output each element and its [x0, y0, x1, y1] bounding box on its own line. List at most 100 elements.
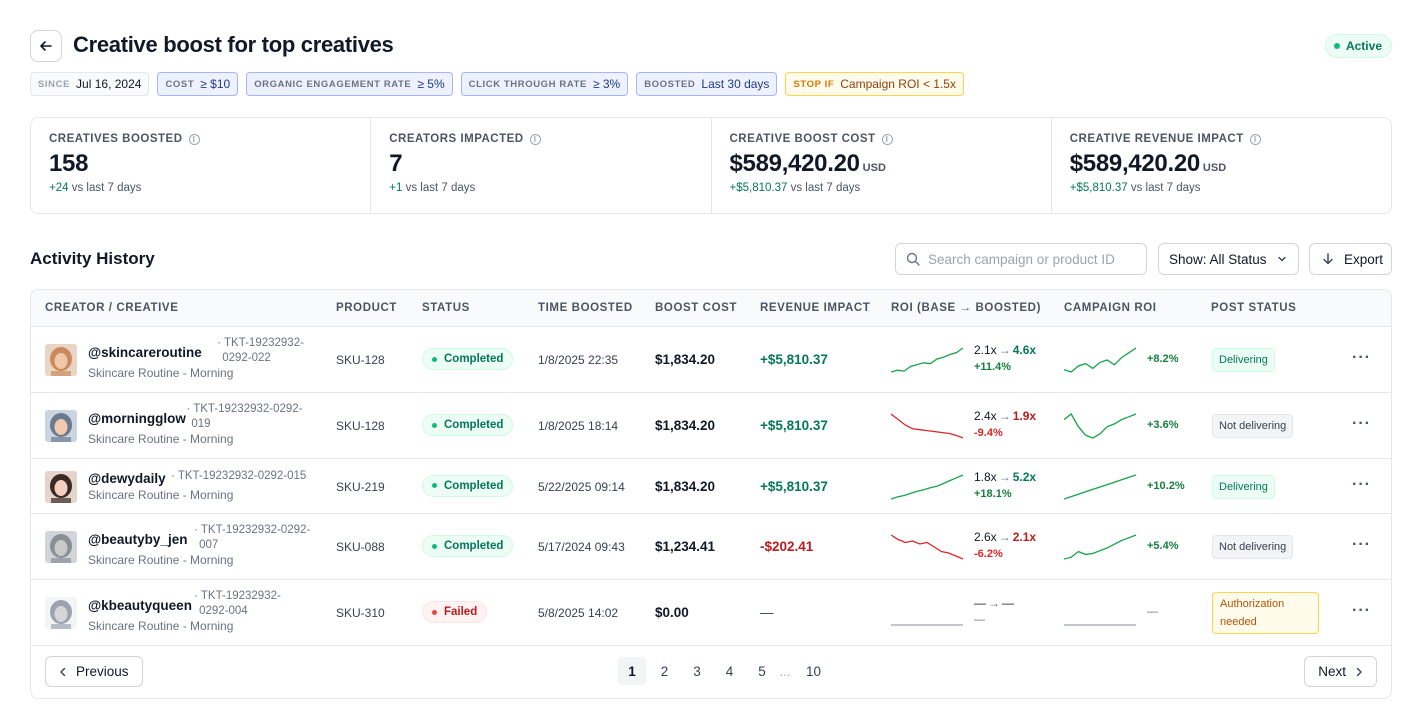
table-row[interactable]: @skincareroutine · TKT-19232932- 0292-022 S…	[31, 327, 1391, 393]
creative-subtitle: Skincare Routine - Morning	[88, 366, 234, 380]
status-dot-icon	[432, 356, 437, 362]
info-icon[interactable]: i	[1249, 133, 1261, 145]
back-button[interactable]	[30, 30, 62, 62]
roi-delta: +18.1%	[974, 487, 1012, 500]
sparkline	[890, 347, 964, 373]
revenue-impact: +$5,810.37	[760, 418, 828, 433]
sparkline-path	[890, 347, 964, 373]
stat-value: $589,420.20 USD	[1070, 150, 1373, 178]
campaign-roi-value: +10.2%	[1147, 479, 1185, 492]
column-header: PRODUCT	[336, 302, 398, 314]
table-row[interactable]: @dewydaily · TKT-19232932-0292-015 Skincar…	[31, 459, 1391, 514]
more-options-icon[interactable]: ···	[1352, 536, 1371, 553]
status-filter-select[interactable]: Show: All Status	[1158, 243, 1299, 275]
page-header: Creative boost for top creatives Active	[30, 29, 1392, 62]
stat-value-number: 7	[389, 150, 403, 177]
info-icon[interactable]: i	[529, 133, 541, 145]
campaign-roi-sparkline	[1063, 346, 1137, 379]
chip-value: Last 30 days	[701, 77, 770, 91]
filter-chip: STOP IF Campaign ROI < 1.5x	[785, 72, 964, 96]
sparkline-path	[1063, 534, 1137, 560]
search-icon	[906, 252, 920, 266]
campaign-roi-value: —	[1147, 606, 1158, 618]
chevron-down-icon	[1277, 256, 1286, 262]
page-number-button[interactable]: 3	[693, 663, 701, 679]
page-number-button[interactable]: 4	[725, 663, 734, 679]
roi-sparkline	[890, 346, 964, 379]
ticket-id-cont: 019	[191, 418, 211, 430]
column-header: TIME BOOSTED	[538, 302, 633, 314]
table-body: @skincareroutine · TKT-19232932- 0292-022 S…	[31, 327, 1391, 646]
creator-handle[interactable]: @dewydaily	[88, 470, 166, 486]
stat-label-text: CREATIVES BOOSTED	[49, 133, 183, 145]
creator-handle[interactable]: @skincareroutine	[88, 345, 202, 360]
roi-base: 2.4x	[974, 409, 997, 423]
creator-handle[interactable]: @morningglow	[88, 411, 186, 426]
stat-delta-suffix: vs last 7 days	[71, 182, 142, 194]
ticket-id-cont: 0292-022	[222, 352, 271, 364]
table-row[interactable]: @morningglow · TKT-19232932-0292- 019 Skinc…	[31, 393, 1391, 459]
post-status-badge: Not delivering	[1212, 535, 1294, 559]
roi-delta: +11.4%	[974, 361, 1012, 373]
arrow-right-icon: →	[998, 469, 1011, 484]
column-header: ROI (BASE → BOOSTED)	[891, 302, 1042, 314]
product-sku: SKU-128	[336, 353, 385, 367]
more-options-icon[interactable]: ···	[1352, 475, 1371, 493]
campaign-roi-sparkline	[1063, 533, 1137, 566]
stat-value-number: 158	[49, 150, 89, 177]
stat-value: $589,420.20 USD	[730, 150, 1033, 178]
roi-values: 2.6x → 2.1x	[974, 530, 1036, 544]
stat-delta: +1 vs last 7 days	[389, 182, 692, 194]
stat-label-text: CREATIVE REVENUE IMPACT	[1069, 133, 1244, 145]
creative-subtitle: Skincare Routine - Morning	[88, 487, 234, 502]
page-number-button[interactable]: 2	[660, 663, 669, 679]
creator-handle[interactable]: @kbeautyqueen	[88, 598, 192, 613]
stat-label-text: CREATORS IMPACTED	[389, 133, 524, 145]
status-dot-icon	[432, 483, 437, 488]
search-box[interactable]	[895, 243, 1147, 275]
more-options-icon[interactable]: ···	[1352, 415, 1371, 432]
chip-value: Jul 16, 2024	[76, 77, 142, 91]
arrow-right-icon: →	[998, 343, 1011, 357]
product-sku: SKU-219	[336, 479, 385, 494]
chip-key: SINCE	[38, 78, 71, 90]
more-options-icon[interactable]: ···	[1352, 602, 1371, 619]
search-input[interactable]	[928, 251, 1128, 267]
roi-base: 2.6x	[974, 530, 997, 544]
roi-delta: —	[974, 614, 985, 626]
status-pill: Completed	[422, 535, 514, 557]
page-number-button[interactable]: 10	[805, 663, 822, 679]
table-row[interactable]: @beautyby_jen · TKT-19232932-0292- 007 Skin…	[31, 514, 1391, 580]
page-number-button[interactable]: 5	[758, 663, 766, 679]
time-boosted: 1/8/2025 22:35	[538, 353, 619, 367]
info-icon[interactable]: i	[188, 133, 200, 145]
revenue-impact: +$5,810.37	[760, 478, 828, 494]
previous-page-button[interactable]: Previous	[45, 656, 143, 687]
table-row[interactable]: @kbeautyqueen · TKT-19232932- 0292-004 Skin…	[31, 580, 1391, 646]
sparkline	[1064, 624, 1136, 626]
post-status-cell: Delivering	[1212, 474, 1275, 499]
status-text: Completed	[444, 540, 504, 552]
column-header: STATUS	[422, 302, 470, 314]
arrow-left-icon	[40, 41, 52, 51]
avatar-image	[45, 344, 77, 376]
status-dot-icon	[432, 609, 437, 615]
page-number-button[interactable]: 1	[618, 657, 646, 685]
next-page-button[interactable]: Next	[1304, 656, 1377, 687]
stat-unit: USD	[862, 162, 886, 174]
more-options-icon[interactable]: ···	[1352, 349, 1371, 366]
filter-chip: BOOSTED Last 30 days	[636, 72, 778, 96]
creator-handle[interactable]: @beautyby_jen	[88, 532, 188, 547]
roi-boosted: 2.1x	[1012, 530, 1037, 544]
roi-boosted: 5.2x	[1012, 469, 1037, 484]
activity-table: CREATOR / CREATIVE PRODUCT STATUS TIME BOOS…	[30, 289, 1392, 699]
stat-delta-suffix: vs last 7 days	[405, 182, 476, 194]
info-icon[interactable]: i	[881, 133, 893, 145]
ticket-id: · TKT-19232932-	[217, 337, 304, 349]
sparkline-path	[890, 413, 964, 439]
ticket-id: · TKT-19232932-0292-	[186, 403, 303, 415]
export-button[interactable]: Export	[1309, 243, 1392, 275]
filter-chip: CLICK THROUGH RATE ≥ 3%	[460, 72, 629, 96]
stat-card: CREATIVES BOOSTED i 158 +24 vs last 7 days	[31, 118, 372, 213]
chip-value: ≥ $10	[200, 77, 231, 91]
